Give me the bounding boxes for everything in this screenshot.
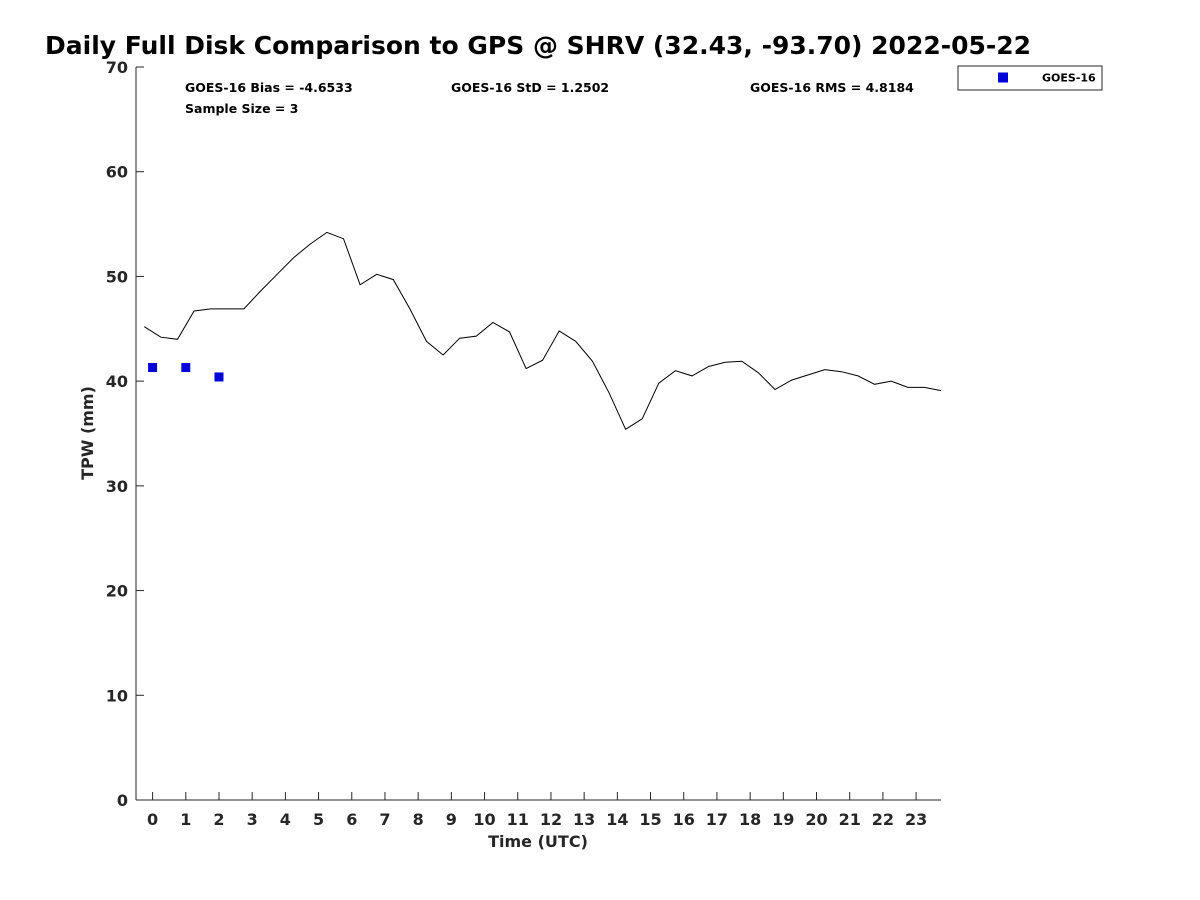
x-tick-label: 4 [280,810,291,829]
x-tick-label: 1 [180,810,191,829]
legend-marker-goes16 [998,72,1008,83]
x-tick-label: 18 [739,810,761,829]
x-tick-label: 20 [805,810,827,829]
x-tick-label: 15 [639,810,661,829]
stat-rms: GOES-16 RMS = 4.8184 [750,80,914,95]
x-tick-label: 5 [313,810,324,829]
y-tick-label: 0 [117,791,128,810]
legend: GOES-16 [957,65,1103,91]
chart-title: Daily Full Disk Comparison to GPS @ SHRV… [45,31,1031,60]
y-tick-label: 50 [106,267,128,286]
legend-label-goes16: GOES-16 [1042,72,1096,85]
y-tick-label: 70 [106,58,128,77]
x-tick-label: 23 [905,810,927,829]
series-layer [144,231,942,431]
x-tick-label: 2 [213,810,224,829]
x-tick-label: 9 [446,810,457,829]
y-tick-label: 30 [106,477,128,496]
goes16-point [148,363,158,373]
stat-bias: GOES-16 Bias = -4.6533 [185,80,353,95]
x-tick-label: 8 [413,810,424,829]
x-tick-label: 22 [872,810,894,829]
x-tick-label: 3 [247,810,258,829]
y-tick-label: 10 [106,686,128,705]
y-tick-label: 40 [106,372,128,391]
legend-box [957,65,1103,91]
x-tick-label: 21 [839,810,861,829]
y-tick-label: 20 [106,582,128,601]
x-tick-label: 12 [540,810,562,829]
x-axis-label: Time (UTC) [488,832,588,851]
x-tick-label: 7 [379,810,390,829]
x-tick-label: 16 [673,810,695,829]
x-tick-label: 13 [573,810,595,829]
gps-tpw-line [144,231,942,431]
stat-std: GOES-16 StD = 1.2502 [451,80,609,95]
goes16-point [214,372,224,382]
y-tick-label: 60 [106,163,128,182]
x-ticks: 0 1 2 3 4 5 6 7 8 9 10 11 12 13 14 15 16 17 18 19 20 21 22 23 [147,792,927,829]
x-tick-label: 6 [346,810,357,829]
y-axis-label: TPW (mm) [78,386,97,480]
x-tick-label: 11 [507,810,529,829]
x-tick-label: 0 [147,810,158,829]
x-tick-label: 19 [772,810,794,829]
x-tick-label: 17 [706,810,728,829]
stat-sample-size: Sample Size = 3 [185,101,298,116]
x-tick-label: 10 [473,810,495,829]
goes16-point [181,363,191,373]
x-tick-label: 14 [606,810,628,829]
y-ticks: 0 10 20 30 40 50 60 70 [106,58,144,810]
